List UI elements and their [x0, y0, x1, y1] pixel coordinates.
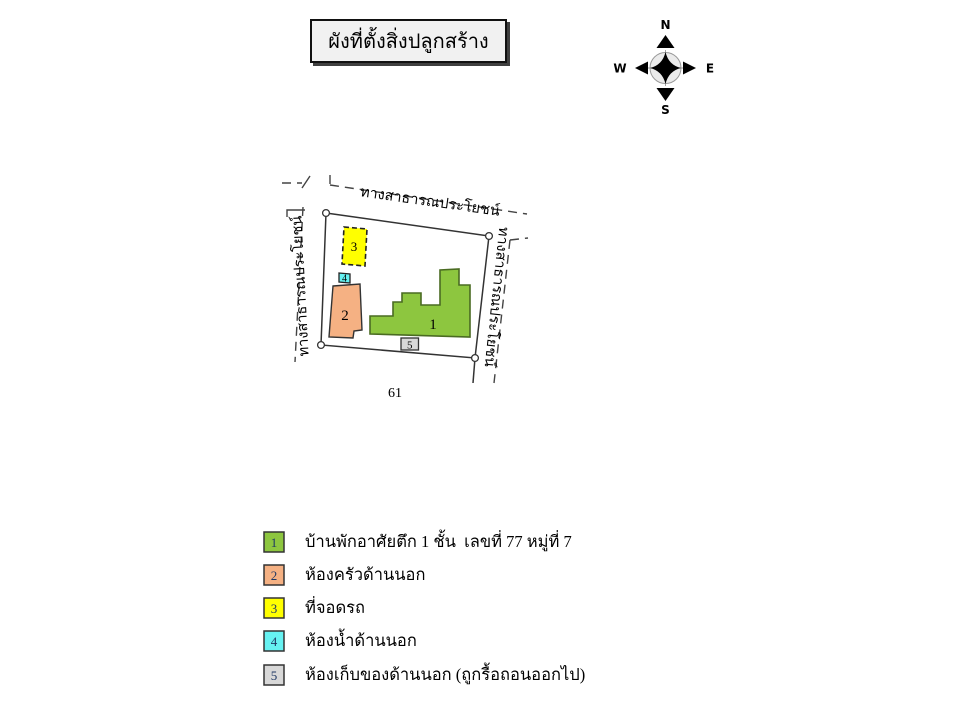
boundary-extension-line	[472, 357, 476, 384]
compass-east-label: E	[706, 62, 714, 76]
legend-color-4	[263, 630, 285, 653]
legend-label-1: บ้านพักอาศัยตึก 1 ชั้น เลขที่ 77 หมู่ที่…	[305, 531, 572, 551]
left-neighbor-corner-line	[286, 209, 305, 217]
top-left-road-tick	[301, 175, 311, 189]
legend-swatch-1: 1	[263, 530, 285, 553]
east-arrow-icon	[683, 61, 696, 75]
top-road-dashed-line	[329, 184, 528, 215]
building-4-bathroom	[338, 272, 351, 284]
building-5-number: 5	[407, 340, 413, 352]
legend-item-bathroom: 4 ห้องน้ำด้านนอก	[263, 630, 585, 653]
legend-number-3: 3	[271, 601, 278, 616]
legend-item-house: 1 บ้านพักอาศัยตึก 1 ชั้น เลขที่ 77 หมู่ท…	[263, 530, 585, 553]
legend-label-4: ห้องน้ำด้านนอก	[305, 631, 417, 651]
legend: 1 บ้านพักอาศัยตึก 1 ชั้น เลขที่ 77 หมู่ท…	[263, 530, 586, 697]
legend-label-3: ที่จอดรถ	[305, 598, 366, 618]
legend-color-2	[263, 564, 285, 586]
building-1-number: 1	[429, 317, 437, 333]
top-road-label: ทางสาธารณประโยชน์	[359, 182, 501, 219]
boundary-corner-marker	[316, 340, 326, 350]
compass-star-icon	[650, 52, 681, 84]
left-road-dashed-line	[294, 206, 304, 363]
page-title: ผังที่ตั้งสิ่งปลูกสร้าง	[328, 31, 489, 53]
boundary-corner-marker	[484, 231, 494, 241]
compass-rose: N W E S	[613, 18, 714, 117]
building-3-number: 3	[351, 239, 358, 254]
legend-item-kitchen: 2 ห้องครัวด้านนอก	[263, 564, 585, 586]
legend-number-4: 4	[271, 634, 278, 649]
legend-number-1: 1	[271, 535, 278, 550]
legend-number-5: 5	[271, 668, 278, 683]
legend-number-2: 2	[271, 568, 278, 583]
right-road-dashed-line	[493, 239, 511, 384]
legend-item-carport: 3 ที่จอดรถ	[263, 597, 585, 619]
west-arrow-icon	[635, 61, 648, 75]
legend-label-2: ห้องครัวด้านนอก	[305, 564, 426, 584]
legend-color-1	[263, 530, 285, 553]
legend-color-5	[263, 663, 285, 686]
left-road-label: ทางสาธารณประโยชน์	[287, 215, 312, 357]
building-5-storage	[400, 337, 420, 351]
right-road-top-dash	[509, 237, 529, 241]
building-2-kitchen	[328, 283, 363, 339]
plot-number: 61	[388, 386, 402, 401]
legend-label-5: ห้องเก็บของด้านนอก (ถูกรื้อถอนออกไป)	[305, 664, 586, 684]
compass-north-label: N	[660, 18, 670, 32]
north-arrow-icon	[656, 35, 675, 48]
building-1-main-house	[369, 268, 471, 338]
legend-color-3	[263, 597, 285, 619]
boundary-corner-marker	[470, 353, 480, 363]
legend-swatch-5: 5	[263, 663, 285, 686]
legend-item-storage: 5 ห้องเก็บของด้านนอก (ถูกรื้อถอนออกไป)	[263, 663, 586, 686]
boundary-corner-marker	[321, 208, 331, 218]
building-3-carport	[341, 226, 368, 267]
legend-swatch-4: 4	[263, 630, 285, 653]
right-road-label: ทางสาธารณประโยชน์	[481, 226, 514, 368]
legend-swatch-2: 2	[263, 564, 285, 586]
south-arrow-icon	[656, 88, 675, 101]
legend-swatch-3: 3	[263, 597, 285, 619]
building-2-number: 2	[341, 308, 349, 324]
compass-south-label: S	[661, 103, 670, 117]
building-4-number: 4	[342, 274, 347, 285]
compass-west-label: W	[613, 62, 626, 76]
page-title-box: ผังที่ตั้งสิ่งปลูกสร้าง	[310, 19, 507, 63]
